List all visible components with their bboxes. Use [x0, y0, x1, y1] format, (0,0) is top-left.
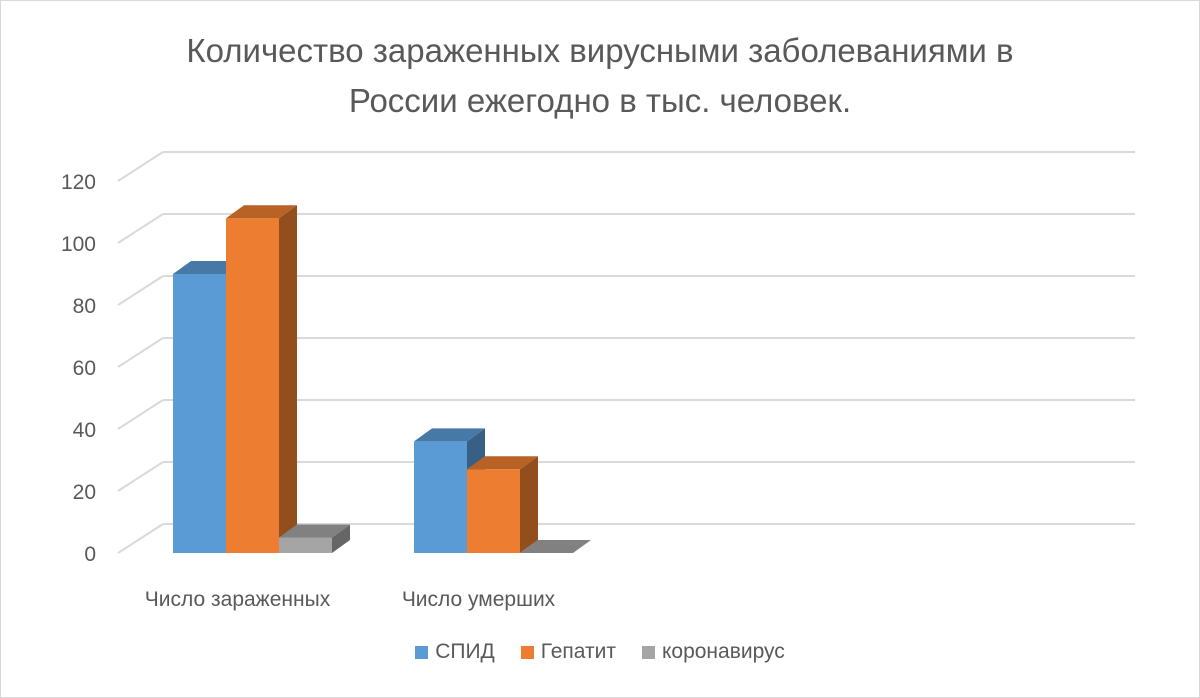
- y-tick-label-2: 40: [73, 419, 96, 442]
- bar-front-s1-c1: [467, 469, 520, 553]
- bar-top-s1-c0: [226, 205, 297, 219]
- legend-item-2: коронавирус: [641, 640, 785, 664]
- bar-front-s2-c0: [279, 537, 332, 553]
- gridline-diag-2: [117, 399, 164, 430]
- y-tick-label-5: 100: [61, 233, 96, 256]
- bar-top-s2-c1: [520, 540, 591, 553]
- bar-side-s2-c0: [332, 524, 350, 553]
- gridline-diag-0: [117, 523, 164, 554]
- y-tick-label-6: 120: [61, 171, 96, 194]
- legend-swatch-2: [641, 645, 655, 659]
- gridline-diag-6: [117, 151, 164, 182]
- bar-front-s0-c0: [173, 274, 226, 553]
- chart-title-line-2: России ежегодно в тыс. человек.: [348, 82, 852, 119]
- bar-top-s0-c1: [414, 428, 485, 442]
- gridline-diag-5: [117, 213, 164, 244]
- legend-label-2: коронавирус: [661, 640, 785, 663]
- gridline-diag-4: [117, 275, 164, 306]
- bar-side-s1-c0: [279, 205, 297, 553]
- category-label-0: Число зараженных: [145, 588, 331, 611]
- legend-label-1: Гепатит: [540, 640, 616, 663]
- bar-top-s1-c1: [467, 456, 538, 470]
- legend-swatch-1: [520, 645, 534, 659]
- bar-top-s2-c0: [279, 524, 350, 538]
- legend-swatch-0: [415, 645, 429, 659]
- chart-legend: СПИД Гепатит коронавирус: [0, 640, 1200, 664]
- category-label-1: Число умерших: [402, 588, 556, 611]
- chart-title: Количество зараженных вирусными заболева…: [80, 26, 1120, 126]
- y-tick-label-0: 0: [84, 543, 96, 566]
- y-tick-label-4: 80: [73, 295, 96, 318]
- bar-front-s0-c1: [414, 441, 467, 553]
- gridline-diag-3: [117, 337, 164, 368]
- legend-label-0: СПИД: [435, 640, 495, 663]
- legend-item-1: Гепатит: [520, 640, 616, 664]
- y-tick-label-3: 60: [73, 357, 96, 380]
- chart-title-line-1: Количество зараженных вирусными заболева…: [186, 32, 1014, 69]
- legend-item-0: СПИД: [415, 640, 495, 664]
- gridline-diag-1: [117, 461, 164, 492]
- bar-side-s1-c1: [520, 456, 538, 553]
- bar-front-s1-c0: [226, 218, 279, 553]
- y-tick-label-1: 20: [73, 481, 96, 504]
